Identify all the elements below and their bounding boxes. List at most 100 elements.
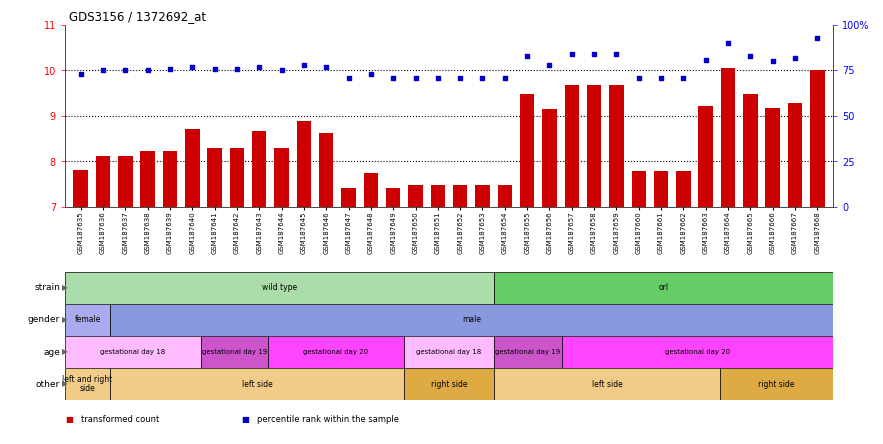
Bar <box>140 151 155 207</box>
Bar <box>494 368 720 400</box>
Point <box>654 74 668 81</box>
Bar <box>297 122 311 207</box>
Point <box>498 74 512 81</box>
Text: other: other <box>35 380 60 388</box>
Text: transformed count: transformed count <box>81 415 159 424</box>
Bar <box>268 336 404 368</box>
Text: gestational day 18: gestational day 18 <box>100 349 165 355</box>
Bar <box>404 336 494 368</box>
Bar <box>341 188 356 207</box>
Bar <box>65 336 200 368</box>
Bar <box>252 131 267 207</box>
Text: ▶: ▶ <box>62 348 68 357</box>
Bar <box>494 336 562 368</box>
Point <box>698 56 713 63</box>
Text: left side: left side <box>242 380 272 388</box>
Bar <box>766 108 780 207</box>
Text: age: age <box>43 348 60 357</box>
Text: ■: ■ <box>242 415 250 424</box>
Bar <box>404 368 494 400</box>
Bar <box>631 170 646 207</box>
Text: wild type: wild type <box>262 284 298 293</box>
Bar <box>95 156 110 207</box>
Point <box>542 61 556 68</box>
Bar <box>810 71 825 207</box>
Point <box>185 63 200 71</box>
Bar <box>743 94 758 207</box>
Point <box>766 58 780 65</box>
Bar <box>431 185 445 207</box>
Bar <box>200 336 268 368</box>
Bar <box>162 151 177 207</box>
Text: percentile rank within the sample: percentile rank within the sample <box>258 415 399 424</box>
Point <box>73 71 87 78</box>
Text: ▶: ▶ <box>62 316 68 325</box>
Bar <box>110 368 404 400</box>
Text: strain: strain <box>34 284 60 293</box>
Point <box>208 65 222 72</box>
Text: male: male <box>462 316 481 325</box>
Bar <box>364 173 378 207</box>
Point <box>676 74 691 81</box>
Point <box>96 67 110 74</box>
Bar <box>653 170 668 207</box>
Text: ■: ■ <box>65 415 73 424</box>
Bar <box>788 103 803 207</box>
Point <box>275 67 289 74</box>
Bar <box>564 85 579 207</box>
Bar <box>208 148 222 207</box>
Bar <box>542 109 556 207</box>
Point <box>364 71 378 78</box>
Text: ▶: ▶ <box>62 380 68 388</box>
Bar <box>475 185 490 207</box>
Point <box>565 51 579 58</box>
Text: left and right
side: left and right side <box>63 375 113 393</box>
Text: GDS3156 / 1372692_at: GDS3156 / 1372692_at <box>70 10 207 23</box>
Point <box>409 74 423 81</box>
Text: gestational day 19: gestational day 19 <box>495 349 561 355</box>
Bar <box>494 272 833 304</box>
Point <box>587 51 601 58</box>
Point <box>631 74 645 81</box>
Text: right side: right side <box>431 380 467 388</box>
Bar <box>230 148 245 207</box>
Point <box>140 67 155 74</box>
Bar <box>65 272 494 304</box>
Point <box>118 67 132 74</box>
Text: gestational day 19: gestational day 19 <box>202 349 267 355</box>
Bar <box>65 368 110 400</box>
Text: gestational day 20: gestational day 20 <box>665 349 730 355</box>
Text: orl: orl <box>659 284 668 293</box>
Bar <box>453 185 467 207</box>
Point <box>520 52 534 59</box>
Bar <box>275 148 289 207</box>
Point <box>162 65 177 72</box>
Bar <box>497 185 512 207</box>
Text: gender: gender <box>27 316 60 325</box>
Point <box>743 52 758 59</box>
Point <box>230 65 244 72</box>
Text: ▶: ▶ <box>62 284 68 293</box>
Text: left side: left side <box>592 380 623 388</box>
Text: gestational day 20: gestational day 20 <box>304 349 368 355</box>
Bar <box>386 188 401 207</box>
Point <box>319 63 333 71</box>
Bar <box>520 94 534 207</box>
Bar <box>698 106 713 207</box>
Bar <box>720 368 833 400</box>
Bar <box>587 85 601 207</box>
Bar <box>721 68 736 207</box>
Point <box>721 40 736 47</box>
Point <box>788 54 802 61</box>
Text: female: female <box>74 316 101 325</box>
Point <box>475 74 489 81</box>
Text: gestational day 18: gestational day 18 <box>417 349 481 355</box>
Bar <box>118 156 132 207</box>
Point <box>431 74 445 81</box>
Bar <box>73 170 88 207</box>
Point <box>811 34 825 41</box>
Bar <box>185 129 200 207</box>
Bar <box>408 185 423 207</box>
Point <box>453 74 467 81</box>
Point <box>342 74 356 81</box>
